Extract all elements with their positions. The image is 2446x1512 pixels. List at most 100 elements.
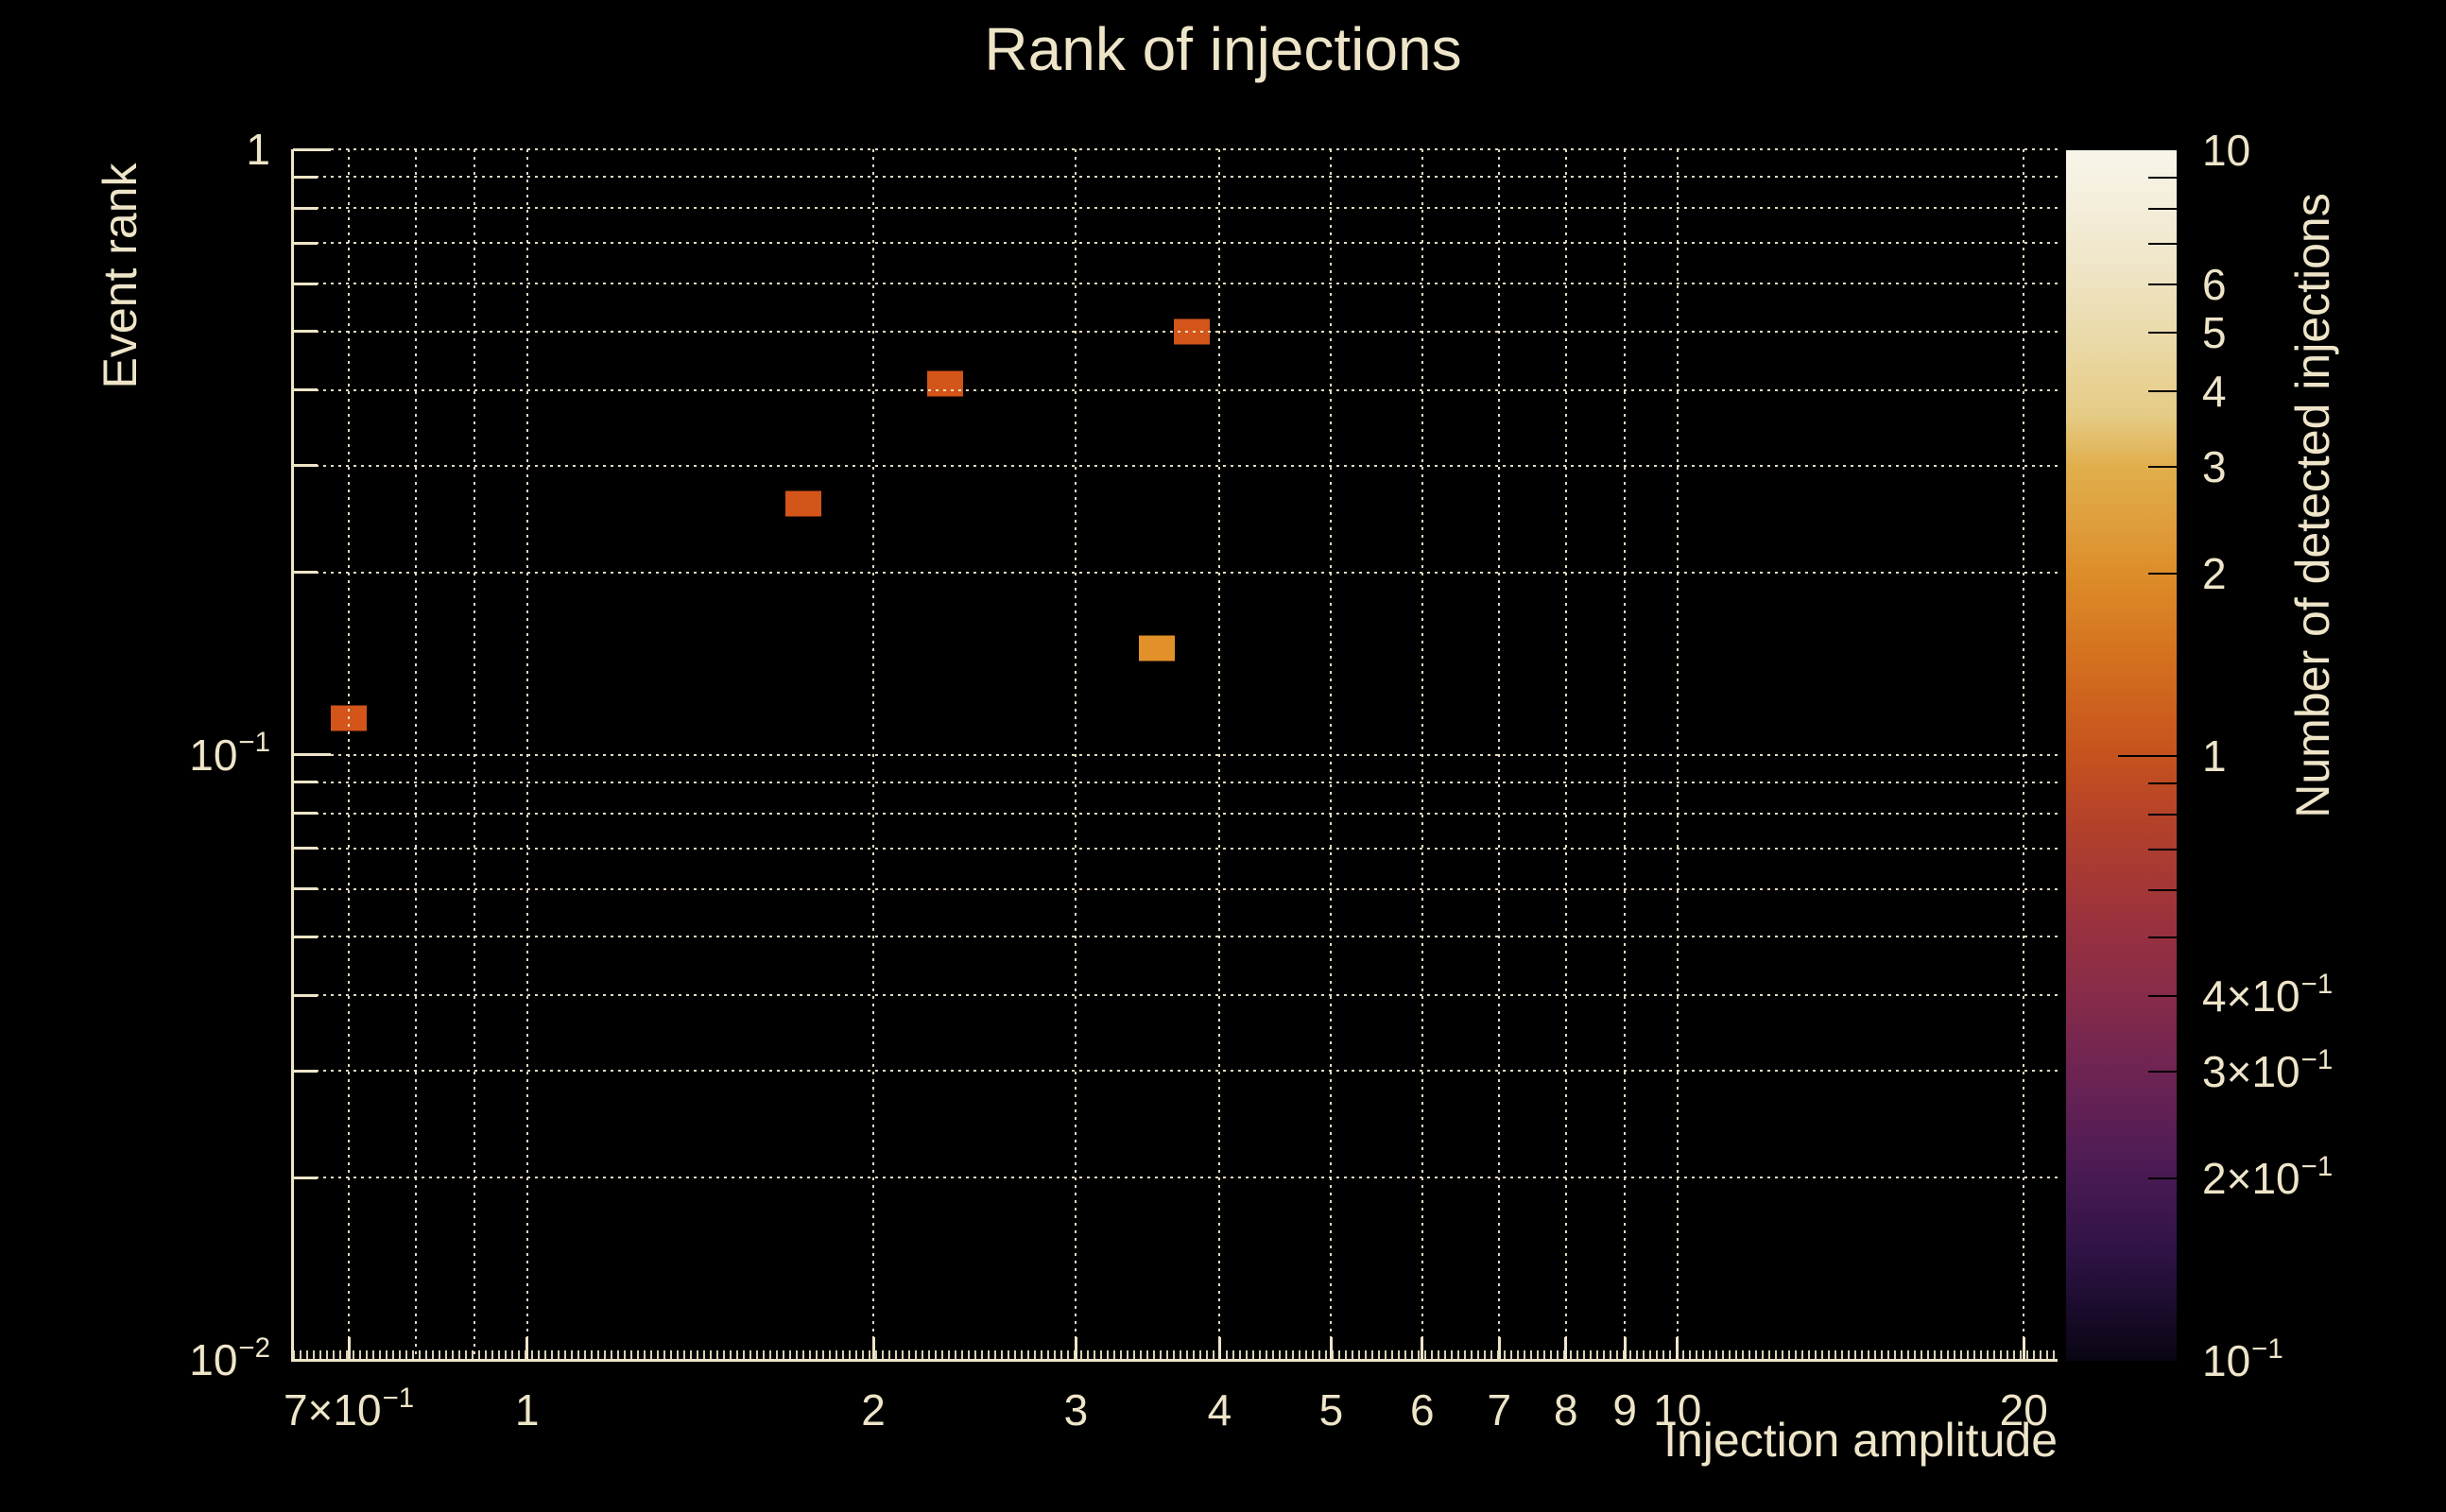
- y-tick-mark: [293, 464, 318, 468]
- x-tick-label: 7: [1487, 1385, 1512, 1435]
- y-gridline: [293, 330, 2058, 333]
- y-tick-mark: [293, 812, 318, 816]
- x-tick-label: 5: [1318, 1385, 1344, 1435]
- x-tick-label: 1: [514, 1385, 540, 1435]
- y-tick-mark: [293, 206, 318, 210]
- y-tick-mark-major: [293, 753, 331, 756]
- colorbar-tick-mark: [2148, 284, 2177, 286]
- y-tick-mark: [293, 175, 318, 179]
- y-gridline: [293, 994, 2058, 997]
- y-tick-mark: [293, 571, 318, 575]
- x-tick-mark: [525, 1337, 529, 1360]
- colorbar-tick-mark: [2148, 782, 2177, 784]
- y-gridline: [293, 753, 2058, 756]
- x-tick-mark: [1676, 1337, 1679, 1360]
- x-tick-mark: [1217, 1337, 1221, 1360]
- colorbar-tick-label: 4: [2202, 366, 2227, 416]
- x-tick-label: 7×10−1: [283, 1382, 415, 1435]
- y-axis-spine: [291, 149, 294, 1362]
- colorbar-tick-label: 5: [2202, 307, 2227, 357]
- y-tick-mark: [293, 1069, 318, 1073]
- y-tick-mark: [293, 282, 318, 285]
- y-gridline: [293, 1070, 2058, 1073]
- colorbar-tick-mark: [2148, 1071, 2177, 1074]
- y-tick-mark: [293, 1176, 318, 1179]
- x-tick-mark: [1421, 1337, 1424, 1360]
- x-minor-tick-comb: [293, 1350, 2058, 1359]
- y-tick-mark-major: [293, 1358, 331, 1362]
- x-tick-mark: [1074, 1337, 1077, 1360]
- y-gridline: [293, 1177, 2058, 1179]
- y-gridline: [293, 812, 2058, 815]
- y-gridline: [293, 148, 2058, 150]
- colorbar-tick-label: 3: [2202, 441, 2227, 491]
- colorbar-tick-mark: [2148, 243, 2177, 246]
- colorbar-tick-mark: [2148, 995, 2177, 998]
- y-tick-mark: [293, 330, 318, 334]
- y-tick-mark: [293, 388, 318, 392]
- colorbar-tick-label: 3×10−1: [2202, 1044, 2334, 1097]
- y-gridline: [293, 571, 2058, 574]
- x-tick-label: 2: [861, 1385, 886, 1435]
- y-axis-title: Event rank: [94, 163, 146, 389]
- x-tick-mark: [347, 1337, 351, 1360]
- y-tick-mark: [293, 993, 318, 997]
- y-gridline: [293, 283, 2058, 285]
- x-tick-label: 9: [1612, 1385, 1637, 1435]
- y-tick-mark: [293, 935, 318, 938]
- x-tick-mark: [1497, 1337, 1501, 1360]
- colorbar-tick-mark: [2148, 177, 2177, 180]
- colorbar-tick-label: 2: [2202, 548, 2227, 598]
- data-point: [1139, 635, 1176, 662]
- y-tick-mark: [293, 887, 318, 891]
- colorbar-tick-mark: [2148, 888, 2177, 891]
- y-gridline: [293, 176, 2058, 179]
- colorbar-tick-mark: [2148, 936, 2177, 939]
- colorbar-tick-mark: [2148, 389, 2177, 392]
- y-tick-label: 1: [246, 125, 270, 174]
- y-gridline: [293, 847, 2058, 850]
- x-tick-label: 4: [1207, 1385, 1232, 1435]
- y-tick-mark: [293, 781, 318, 784]
- x-tick-label: 10: [1653, 1385, 1702, 1435]
- y-gridline: [293, 781, 2058, 783]
- colorbar-tick-label: 1: [2202, 730, 2227, 781]
- y-gridline: [293, 207, 2058, 210]
- x-tick-mark: [1329, 1337, 1333, 1360]
- y-tick-label: 10−2: [189, 1332, 270, 1384]
- x-tick-label: 6: [1409, 1385, 1435, 1435]
- chart-title: Rank of injections: [984, 15, 1462, 83]
- y-gridline: [293, 388, 2058, 391]
- y-tick-mark: [293, 847, 318, 850]
- colorbar-tick-label: 10−1: [2202, 1332, 2283, 1385]
- y-tick-mark: [293, 241, 318, 245]
- y-gridline: [293, 464, 2058, 467]
- colorbar-tick-label: 4×10−1: [2202, 969, 2334, 1022]
- colorbar-title: Number of detected injections: [2286, 193, 2339, 818]
- colorbar-tick-mark: [2148, 465, 2177, 468]
- x-axis-title: Injection amplitude: [1663, 1414, 2058, 1467]
- data-point: [927, 370, 964, 397]
- x-tick-mark: [1623, 1337, 1627, 1360]
- x-axis-spine: [293, 1359, 2058, 1362]
- y-tick-label: 10−1: [189, 727, 270, 780]
- data-point: [785, 490, 822, 517]
- x-tick-mark: [1564, 1337, 1568, 1360]
- colorbar-tick-mark: [2148, 848, 2177, 850]
- y-gridline: [293, 936, 2058, 938]
- y-tick-mark-major: [293, 147, 331, 151]
- x-tick-label: 8: [1554, 1385, 1578, 1435]
- colorbar-tick-mark-major: [2118, 754, 2177, 757]
- colorbar-tick-label: 10: [2202, 126, 2251, 175]
- colorbar-tick-mark: [2148, 572, 2177, 575]
- x-tick-label: 20: [1999, 1385, 2048, 1435]
- y-gridline: [293, 887, 2058, 890]
- colorbar-tick-mark: [2148, 1177, 2177, 1180]
- y-gridline: [293, 242, 2058, 245]
- colorbar-tick-label: 2×10−1: [2202, 1150, 2334, 1204]
- colorbar-tick-mark: [2148, 813, 2177, 816]
- x-tick-mark: [871, 1337, 875, 1360]
- x-tick-mark: [2022, 1337, 2025, 1360]
- colorbar-tick-label: 6: [2202, 260, 2227, 310]
- colorbar-tick-mark: [2148, 331, 2177, 334]
